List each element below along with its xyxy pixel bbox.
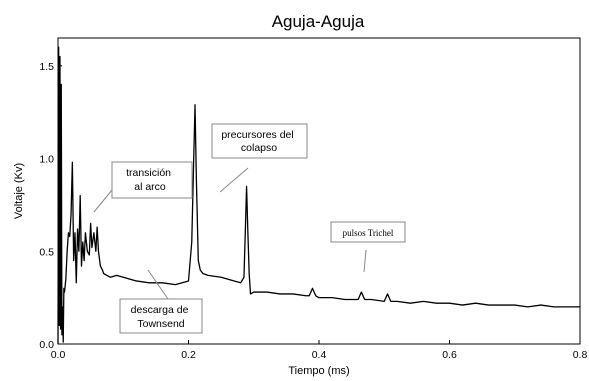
- x-tick-label: 0.2: [181, 349, 196, 361]
- y-tick-label: 0.5: [39, 246, 54, 258]
- svg-text:descarga de Townsend: descarga de Townsend: [131, 304, 192, 330]
- x-tick-label: 0.8: [573, 349, 588, 361]
- y-tick-label: 1.5: [39, 61, 54, 73]
- svg-text:precursores del colapso: precursores del colapso: [221, 129, 296, 154]
- annotation-trichel-box: [330, 221, 406, 243]
- svg-text:transición al arco: transición al arco: [126, 167, 174, 193]
- annotation-transicion-line-1: transición: [126, 167, 171, 179]
- annotation-townsend-line-2: Townsend: [137, 318, 184, 330]
- annotation-precursores-line-1: precursores del: [221, 129, 293, 141]
- annotation-townsend-box: [119, 298, 203, 334]
- annotation-townsend-line-1: descarga de: [131, 304, 189, 316]
- y-axis-label: Voltaje (Kv): [13, 163, 25, 219]
- chart-title: Aguja-Aguja: [272, 12, 365, 31]
- annotation-transicion: transición al arco: [93, 161, 193, 213]
- x-tick-label: 0.6: [442, 349, 457, 361]
- annotation-transicion-leader: [93, 189, 113, 213]
- annotation-trichel: pulsos Trichel: [330, 221, 406, 273]
- x-tick-label: 0.4: [312, 349, 327, 361]
- annotation-trichel-leader: [363, 249, 367, 273]
- y-tick-label: 1.0: [39, 154, 54, 166]
- annotation-transicion-line-2: al arco: [134, 181, 166, 193]
- series-layer: [57, 46, 580, 345]
- annotation-precursores-leader: [219, 167, 249, 193]
- annotation-precursores-box: [211, 123, 308, 159]
- annotation-transicion-box: [111, 161, 193, 199]
- x-tick-label: 0.0: [51, 349, 66, 361]
- annotation-townsend: descarga de Townsend: [119, 269, 203, 334]
- y-tick-label: 0.0: [39, 339, 54, 351]
- annotation-precursores-line-2: colapso: [241, 142, 277, 154]
- annotation-trichel-line-1: pulsos Trichel: [343, 228, 394, 238]
- series-line-0: [57, 46, 580, 345]
- annotation-townsend-leader: [147, 269, 169, 300]
- x-axis-label: Tiempo (ms): [288, 365, 349, 377]
- y-axis: 0.0 0.5 1.0 1.5: [39, 61, 62, 351]
- annotation-precursores: precursores del colapso: [211, 123, 308, 193]
